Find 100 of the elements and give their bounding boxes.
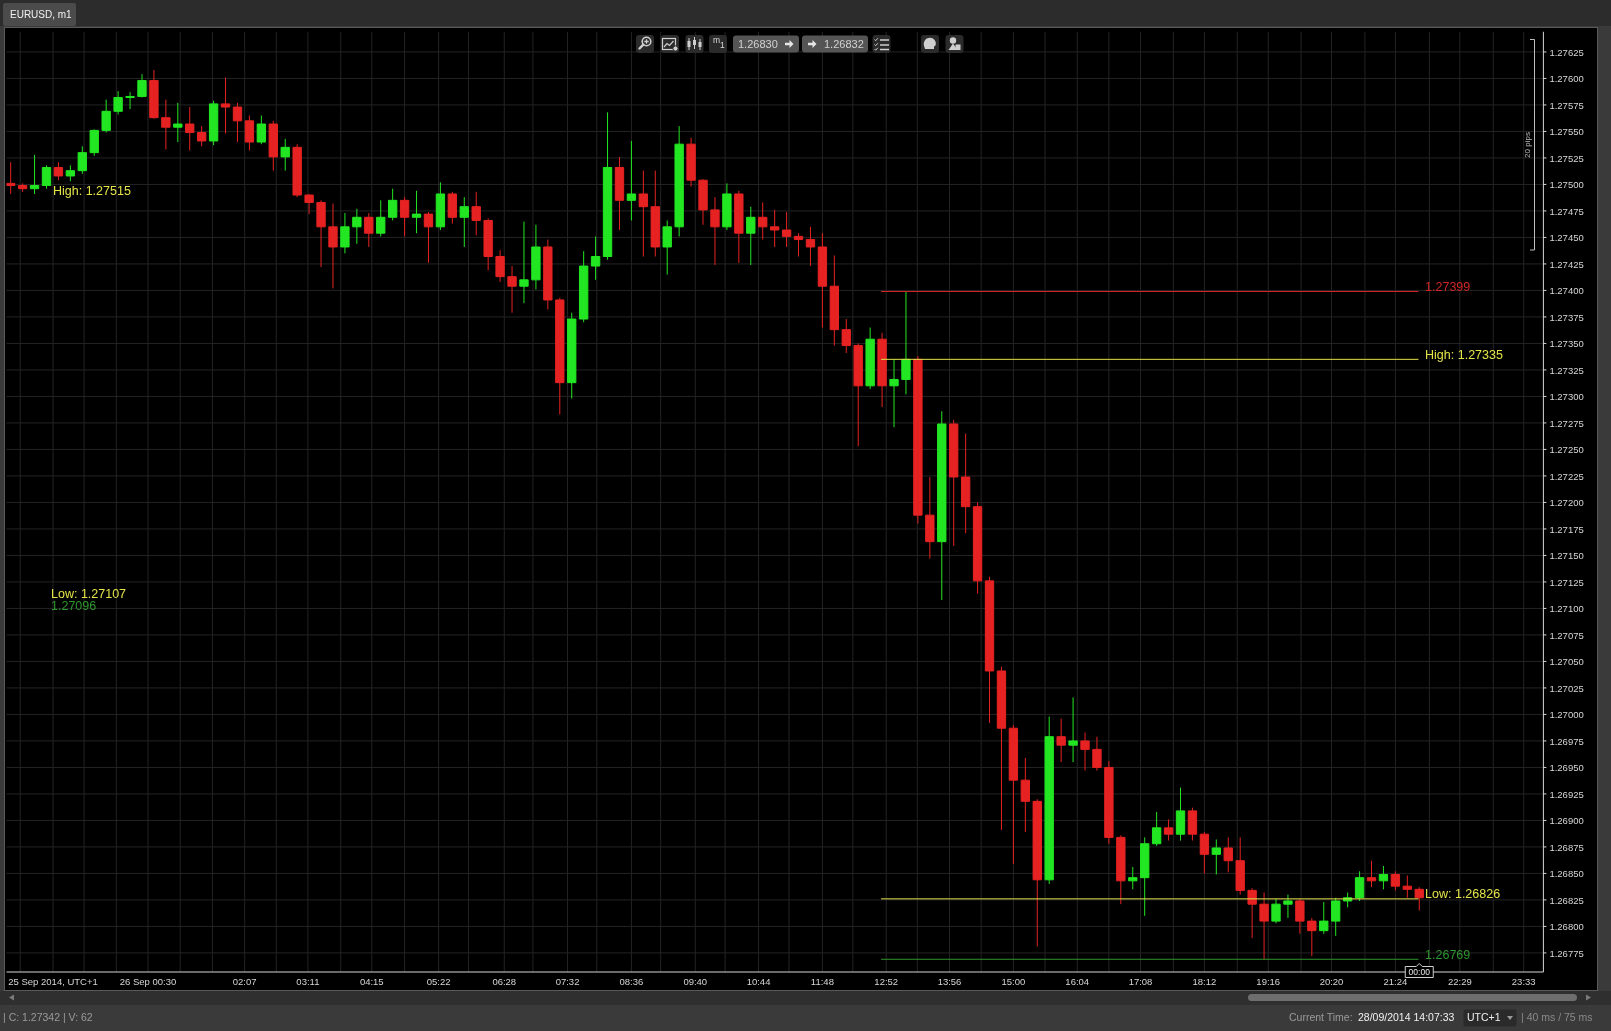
candlestick: [471, 191, 481, 236]
candlestick: [89, 128, 99, 157]
y-tick-label: 1.27400: [1549, 284, 1584, 296]
candlestick: [1199, 831, 1210, 874]
y-tick-label: 1.26775: [1549, 947, 1584, 959]
candlestick: [387, 188, 398, 221]
candlestick: [423, 211, 434, 264]
x-tick-label: 06:28: [492, 976, 517, 987]
y-tick-label: 1.26825: [1549, 894, 1584, 906]
x-tick-label: 23:33: [1511, 976, 1536, 987]
candlestick: [507, 265, 517, 314]
candlestick: [913, 355, 923, 525]
candlestick: [1151, 811, 1162, 847]
series-label: 1.27399: [1425, 279, 1471, 294]
y-tick-label: 1.27150: [1549, 549, 1584, 561]
x-tick-label: 21:24: [1383, 976, 1408, 987]
y-tick-label: 1.27450: [1549, 231, 1584, 243]
candlestick: [567, 312, 577, 400]
candlestick: [220, 76, 231, 135]
annotation: 1.26832: [824, 38, 864, 50]
candlestick: [614, 156, 625, 231]
text: | C: 1.27342 | V: 62: [3, 1011, 93, 1023]
candlestick: [316, 199, 326, 268]
candlestick: [638, 170, 649, 258]
y-tick-label: 1.26975: [1549, 735, 1584, 747]
candlestick: [1211, 839, 1221, 875]
candlestick: [328, 203, 338, 289]
candlestick: [1163, 818, 1174, 842]
y-tick-label: 1.27375: [1549, 311, 1584, 323]
candlestick: [877, 332, 887, 408]
candlestick: [340, 212, 350, 254]
candlestick: [698, 178, 708, 226]
y-tick-label: 1.27125: [1549, 576, 1584, 588]
candlestick: [841, 318, 851, 354]
candlestick: [1080, 731, 1090, 772]
candlestick: [256, 115, 267, 145]
x-tick-label: 16:04: [1065, 976, 1090, 987]
candlestick: [1175, 787, 1186, 842]
y-tick-label: 1.27325: [1549, 364, 1584, 376]
candlestick: [543, 239, 553, 311]
y-tick-label: 1.27025: [1549, 682, 1584, 694]
candlestick: [483, 217, 493, 271]
candlestick: [829, 254, 840, 347]
x-tick-label: 07:32: [555, 976, 580, 987]
candlestick: [1128, 866, 1138, 890]
candlestick: [77, 145, 87, 175]
candlestick: [29, 154, 40, 195]
text: | 40 ms / 75 ms: [1521, 1011, 1593, 1023]
y-tick-label: 1.26950: [1549, 761, 1584, 773]
y-tick-label: 1.27625: [1549, 46, 1584, 58]
series-label: Low: 1.26826: [1425, 887, 1501, 902]
y-tick-label: 1.27600: [1549, 72, 1584, 84]
candlestick: [495, 249, 505, 283]
y-tick-label: 1.27525: [1549, 152, 1584, 164]
candlestick: [805, 226, 816, 267]
candlestick: [113, 90, 123, 115]
y-tick-label: 1.26925: [1549, 788, 1584, 800]
candlestick: [435, 181, 446, 231]
candlestick: [1092, 736, 1102, 772]
x-tick-label: 04:15: [359, 976, 384, 987]
x-tick-label: 05:22: [426, 976, 451, 987]
candlestick: [769, 209, 780, 248]
candlestick: [161, 99, 171, 150]
text: Current Time:: [1289, 1011, 1353, 1023]
x-tick-label: 03:11: [296, 976, 320, 987]
candlestick: [1295, 898, 1305, 935]
candlestick: [1140, 836, 1150, 917]
candlestick: [626, 140, 637, 221]
candlestick: [447, 191, 458, 225]
candlestick: [208, 100, 219, 146]
annotation: 20 pips: [1523, 132, 1532, 158]
candlestick: [865, 327, 875, 390]
candlestick: [531, 224, 541, 290]
x-tick-label: 18:12: [1192, 976, 1217, 987]
candlestick: [889, 358, 899, 428]
chart-title: EURUSD, m1: [10, 9, 73, 20]
y-tick-label: 1.26875: [1549, 841, 1584, 853]
candlestick: [1390, 870, 1401, 891]
candlestick: [1402, 875, 1412, 899]
candlestick: [674, 125, 684, 237]
candlestick: [1247, 887, 1257, 939]
y-tick-label: 1.27050: [1549, 655, 1584, 667]
candlestick: [1307, 917, 1317, 957]
candlestick: [1008, 724, 1019, 865]
candlestick: [901, 290, 911, 395]
candlestick: [710, 196, 720, 266]
annotation: 00:00: [1408, 966, 1431, 977]
candlestick: [268, 120, 278, 172]
candlestick: [1271, 898, 1281, 924]
candlestick: [137, 73, 147, 99]
y-tick-label: 1.27175: [1549, 523, 1584, 535]
y-tick-label: 1.27500: [1549, 178, 1584, 190]
candlestick: [173, 102, 183, 143]
x-tick-label: 02:07: [232, 976, 257, 987]
candlestick: [984, 576, 995, 724]
candlestick: [996, 666, 1007, 831]
candlestick: [1020, 757, 1031, 833]
candlestick: [376, 199, 386, 237]
candlestick: [578, 250, 589, 323]
y-tick-label: 1.27425: [1549, 258, 1584, 270]
